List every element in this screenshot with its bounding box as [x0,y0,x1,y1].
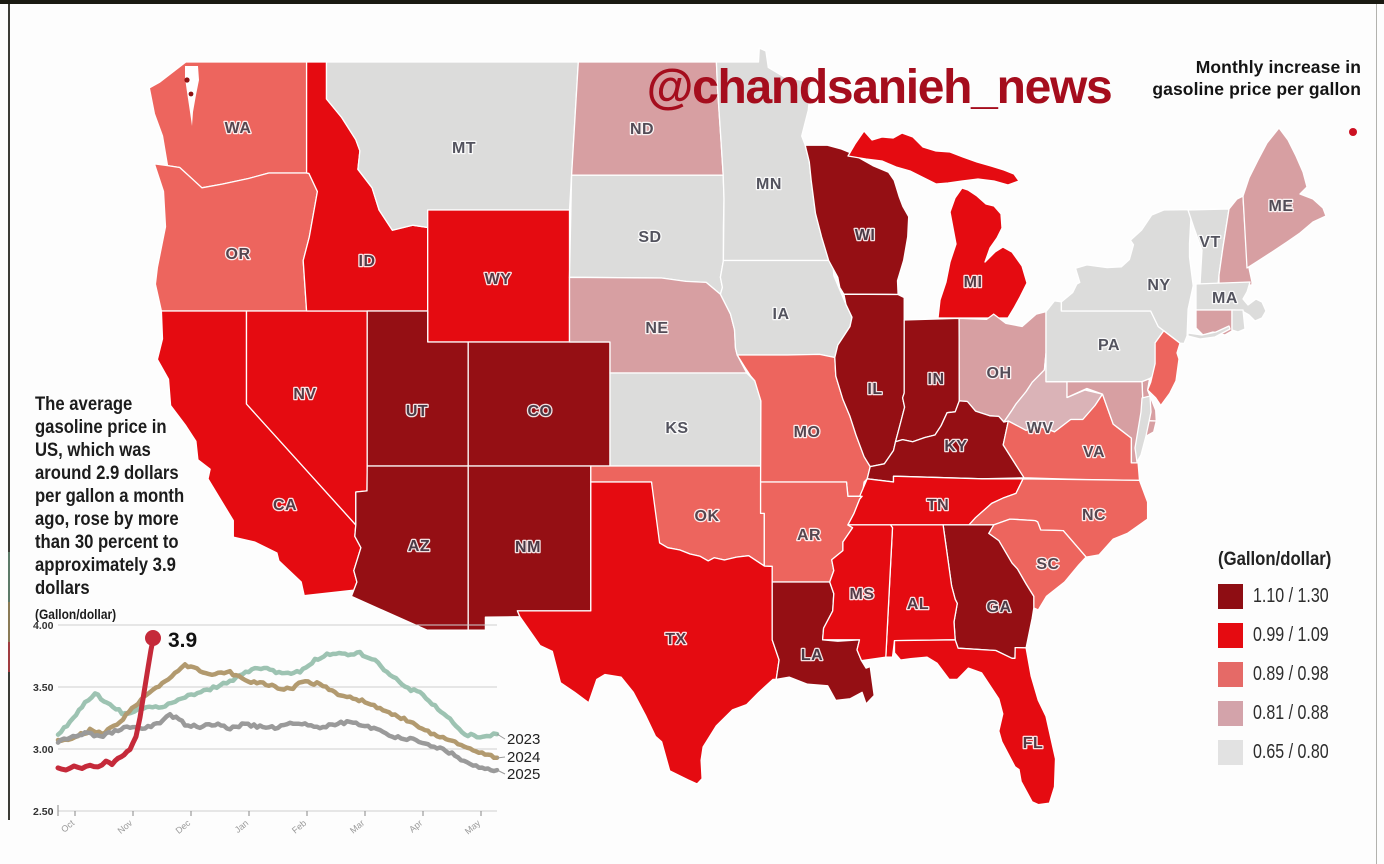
svg-text:ID: ID [359,253,376,270]
svg-text:AR: AR [797,527,821,544]
svg-text:VA: VA [1083,444,1105,461]
svg-text:KS: KS [665,420,688,437]
svg-text:NE: NE [645,320,668,337]
svg-text:2025: 2025 [507,766,540,783]
svg-text:TX: TX [665,631,686,648]
svg-text:NC: NC [1082,507,1106,524]
svg-text:MS: MS [850,586,875,603]
svg-text:NM: NM [515,539,541,556]
svg-text:MA: MA [1212,290,1238,307]
svg-text:SD: SD [638,229,661,246]
svg-text:3.50: 3.50 [33,682,54,694]
svg-text:ME: ME [1269,198,1294,215]
svg-text:WA: WA [225,120,252,137]
svg-text:ND: ND [630,121,654,138]
svg-text:Oct: Oct [59,818,77,835]
svg-text:3.00: 3.00 [33,744,54,756]
svg-text:Jan: Jan [233,818,251,835]
svg-text:May: May [463,818,483,837]
svg-text:2024: 2024 [507,749,540,766]
svg-text:AZ: AZ [408,538,430,555]
svg-text:UT: UT [406,403,428,420]
svg-text:Feb: Feb [290,818,308,836]
svg-text:3.9: 3.9 [168,629,197,652]
svg-text:NY: NY [1147,277,1170,294]
svg-text:OH: OH [987,365,1012,382]
svg-text:FL: FL [1023,735,1044,752]
svg-text:PA: PA [1098,337,1120,354]
svg-text:CA: CA [273,497,297,514]
svg-text:AL: AL [907,596,929,613]
svg-text:TN: TN [927,497,949,514]
svg-text:LA: LA [801,647,823,664]
svg-text:Dec: Dec [174,818,193,836]
svg-text:WI: WI [855,227,876,244]
svg-text:KY: KY [944,438,967,455]
svg-text:IL: IL [867,381,882,398]
svg-text:VT: VT [1199,234,1220,251]
svg-text:MT: MT [452,140,476,157]
svg-text:IN: IN [928,371,945,388]
svg-text:OK: OK [695,508,720,525]
svg-text:CO: CO [528,403,553,420]
svg-text:IA: IA [773,306,790,323]
svg-text:SC: SC [1036,556,1059,573]
svg-text:2023: 2023 [507,731,540,748]
svg-text:MO: MO [794,424,821,441]
svg-text:GA: GA [987,599,1012,616]
svg-text:WV: WV [1027,420,1054,437]
svg-text:MI: MI [964,274,983,291]
svg-text:MN: MN [756,176,782,193]
svg-text:2.50: 2.50 [33,806,54,818]
svg-text:OR: OR [226,246,251,263]
svg-text:4.00: 4.00 [33,620,54,632]
svg-text:Nov: Nov [116,818,135,836]
svg-text:NV: NV [293,386,316,403]
svg-text:Mar: Mar [348,818,366,836]
svg-text:WY: WY [485,271,512,288]
svg-text:Apr: Apr [407,818,424,835]
